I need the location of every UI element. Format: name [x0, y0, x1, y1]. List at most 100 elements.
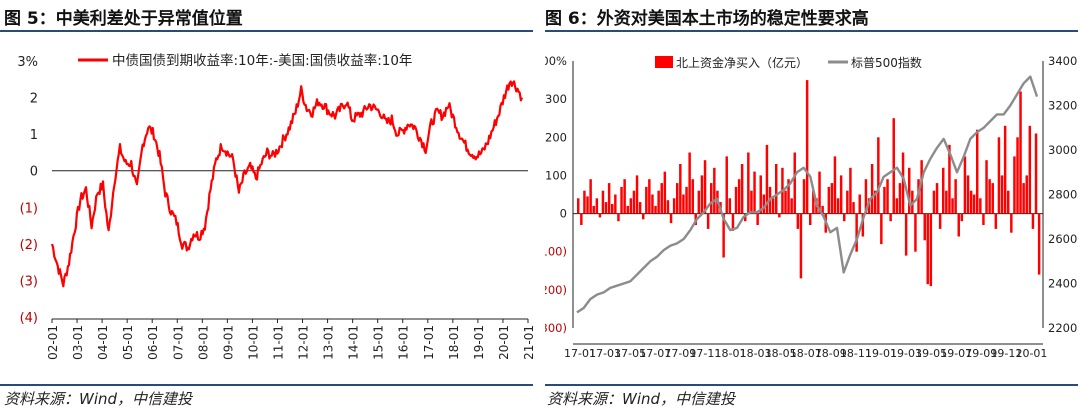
northbound-bar — [1010, 213, 1013, 233]
northbound-bar — [626, 205, 629, 214]
northbound-bar — [744, 213, 747, 222]
right-panel: 图 6：外资对美国本土市场的稳定性要求高 400% 300 200 100 0 (100)… — [545, 0, 1080, 415]
northbound-bar — [669, 213, 673, 224]
northbound-bar — [994, 213, 998, 229]
northbound-bar — [1007, 190, 1010, 214]
northbound-bar — [870, 164, 874, 214]
northbound-bar — [969, 190, 973, 214]
left-x-tick-label: 09-01 — [221, 325, 235, 360]
northbound-bar — [929, 213, 933, 287]
northbound-bar — [976, 129, 979, 214]
northbound-bar — [679, 164, 682, 214]
right-x-axis: 17-0117-0317-0517-0717-0917-1118-0118-03… — [564, 343, 1047, 360]
northbound-bar — [1031, 213, 1035, 229]
right-x-tick-label: 17-09 — [664, 347, 696, 360]
northbound-bar — [666, 200, 670, 214]
northbound-bar — [598, 213, 602, 218]
right-right-y-tick-label: 3200 — [1048, 99, 1077, 113]
northbound-bar — [762, 194, 766, 214]
right-x-tick-label: 19-01 — [865, 347, 897, 360]
left-x-tick-label: 02-01 — [46, 325, 60, 360]
northbound-bar — [688, 152, 691, 214]
northbound-bar — [642, 213, 645, 220]
right-legend-bar-swatch — [655, 56, 673, 68]
northbound-bar — [1016, 137, 1019, 214]
left-legend: 中债国债到期收益率:10年:-美国:国债收益率:10年 — [78, 52, 412, 69]
northbound-bar — [985, 160, 988, 214]
northbound-bar — [1025, 175, 1028, 214]
northbound-bar — [775, 164, 778, 214]
northbound-bar — [1034, 133, 1038, 214]
northbound-bar — [836, 198, 840, 214]
northbound-bar — [938, 213, 942, 229]
northbound-bar — [830, 183, 834, 214]
northbound-bar — [592, 205, 595, 214]
right-legend-bar-label: 北上资金净买入（亿元） — [676, 55, 808, 70]
northbound-bar — [972, 194, 976, 214]
left-y-tick-label: 2 — [30, 92, 38, 107]
northbound-bar — [852, 202, 855, 214]
northbound-bar — [663, 171, 667, 214]
northbound-bar — [614, 194, 617, 214]
northbound-bar — [898, 183, 902, 214]
northbound-bar — [960, 213, 964, 222]
right-chart: 400% 300 200 100 0 (100) (200) (300) 3400 3200 30… — [545, 54, 1077, 360]
left-x-tick-label: 17-01 — [422, 325, 436, 360]
northbound-bar — [635, 175, 639, 214]
northbound-bar — [802, 179, 806, 214]
right-x-tick-label: 18-07 — [790, 347, 822, 360]
northbound-bar — [577, 198, 580, 214]
northbound-bar — [623, 179, 626, 214]
right-right-y-tick-label: 2600 — [1048, 232, 1077, 246]
left-panel: 图 5：中美利差处于异常值位置 3% 2 1 0 (1) (2) (3) (4) 02-01 0… — [0, 0, 535, 415]
right-legend: 北上资金净买入（亿元） 标普500指数 — [655, 55, 922, 70]
northbound-bar — [580, 213, 583, 225]
northbound-bar — [855, 213, 858, 252]
right-x-tick-label: 17-07 — [639, 347, 671, 360]
northbound-bar — [920, 160, 923, 214]
left-y-tick-label: (3) — [20, 274, 38, 289]
northbound-bar — [951, 198, 954, 214]
northbound-bar — [660, 183, 663, 214]
right-y-axis-right: 3400 3200 3000 2800 2600 2400 2200 — [1042, 54, 1077, 335]
left-source-rule — [0, 384, 533, 386]
northbound-bar — [867, 198, 871, 214]
left-chart: 3% 2 1 0 (1) (2) (3) (4) 02-01 03-01 04-01 05-01 06… — [17, 52, 535, 360]
left-x-tick-label: 18-01 — [447, 325, 461, 360]
right-x-tick-label: 17-03 — [589, 347, 621, 360]
right-x-tick-label: 19-03 — [890, 347, 922, 360]
left-title-rule — [0, 30, 533, 32]
northbound-bar — [648, 179, 651, 214]
left-x-tick-label: 15-01 — [372, 325, 386, 360]
right-right-y-tick-label: 2800 — [1048, 188, 1077, 202]
northbound-bar — [765, 144, 769, 214]
right-figure-title: 图 6：外资对美国本土市场的稳定性要求高 — [545, 9, 869, 29]
left-y-tick-label: (1) — [20, 201, 38, 216]
northbound-bar — [886, 179, 889, 214]
left-figure-title: 图 5：中美利差处于异常值位置 — [4, 9, 243, 29]
right-right-y-tick-label: 3400 — [1048, 54, 1077, 68]
northbound-bar — [604, 202, 608, 214]
right-left-y-tick-label: (100) — [545, 245, 567, 259]
left-x-tick-label: 14-01 — [347, 325, 361, 360]
northbound-bar — [839, 175, 843, 214]
northbound-bar — [997, 137, 1001, 214]
northbound-bar — [731, 213, 735, 231]
northbound-bar — [812, 190, 815, 214]
right-x-tick-label: 18-01 — [715, 347, 747, 360]
northbound-bar — [864, 179, 868, 214]
northbound-bar — [706, 213, 710, 229]
northbound-bar — [883, 186, 886, 214]
northbound-bar — [713, 167, 716, 214]
northbound-bar — [957, 213, 960, 237]
northbound-bar — [725, 156, 728, 214]
left-y-tick-label: (2) — [20, 238, 38, 253]
right-x-tick-label: 19-07 — [940, 347, 972, 360]
northbound-bar — [908, 167, 911, 214]
left-x-tick-label: 13-01 — [322, 325, 336, 360]
northbound-bar — [1000, 175, 1004, 214]
left-source-note: 资料来源：Wind，中信建投 — [4, 390, 193, 408]
northbound-bar — [583, 190, 586, 214]
northbound-bar — [963, 156, 967, 214]
northbound-bar — [703, 160, 707, 214]
